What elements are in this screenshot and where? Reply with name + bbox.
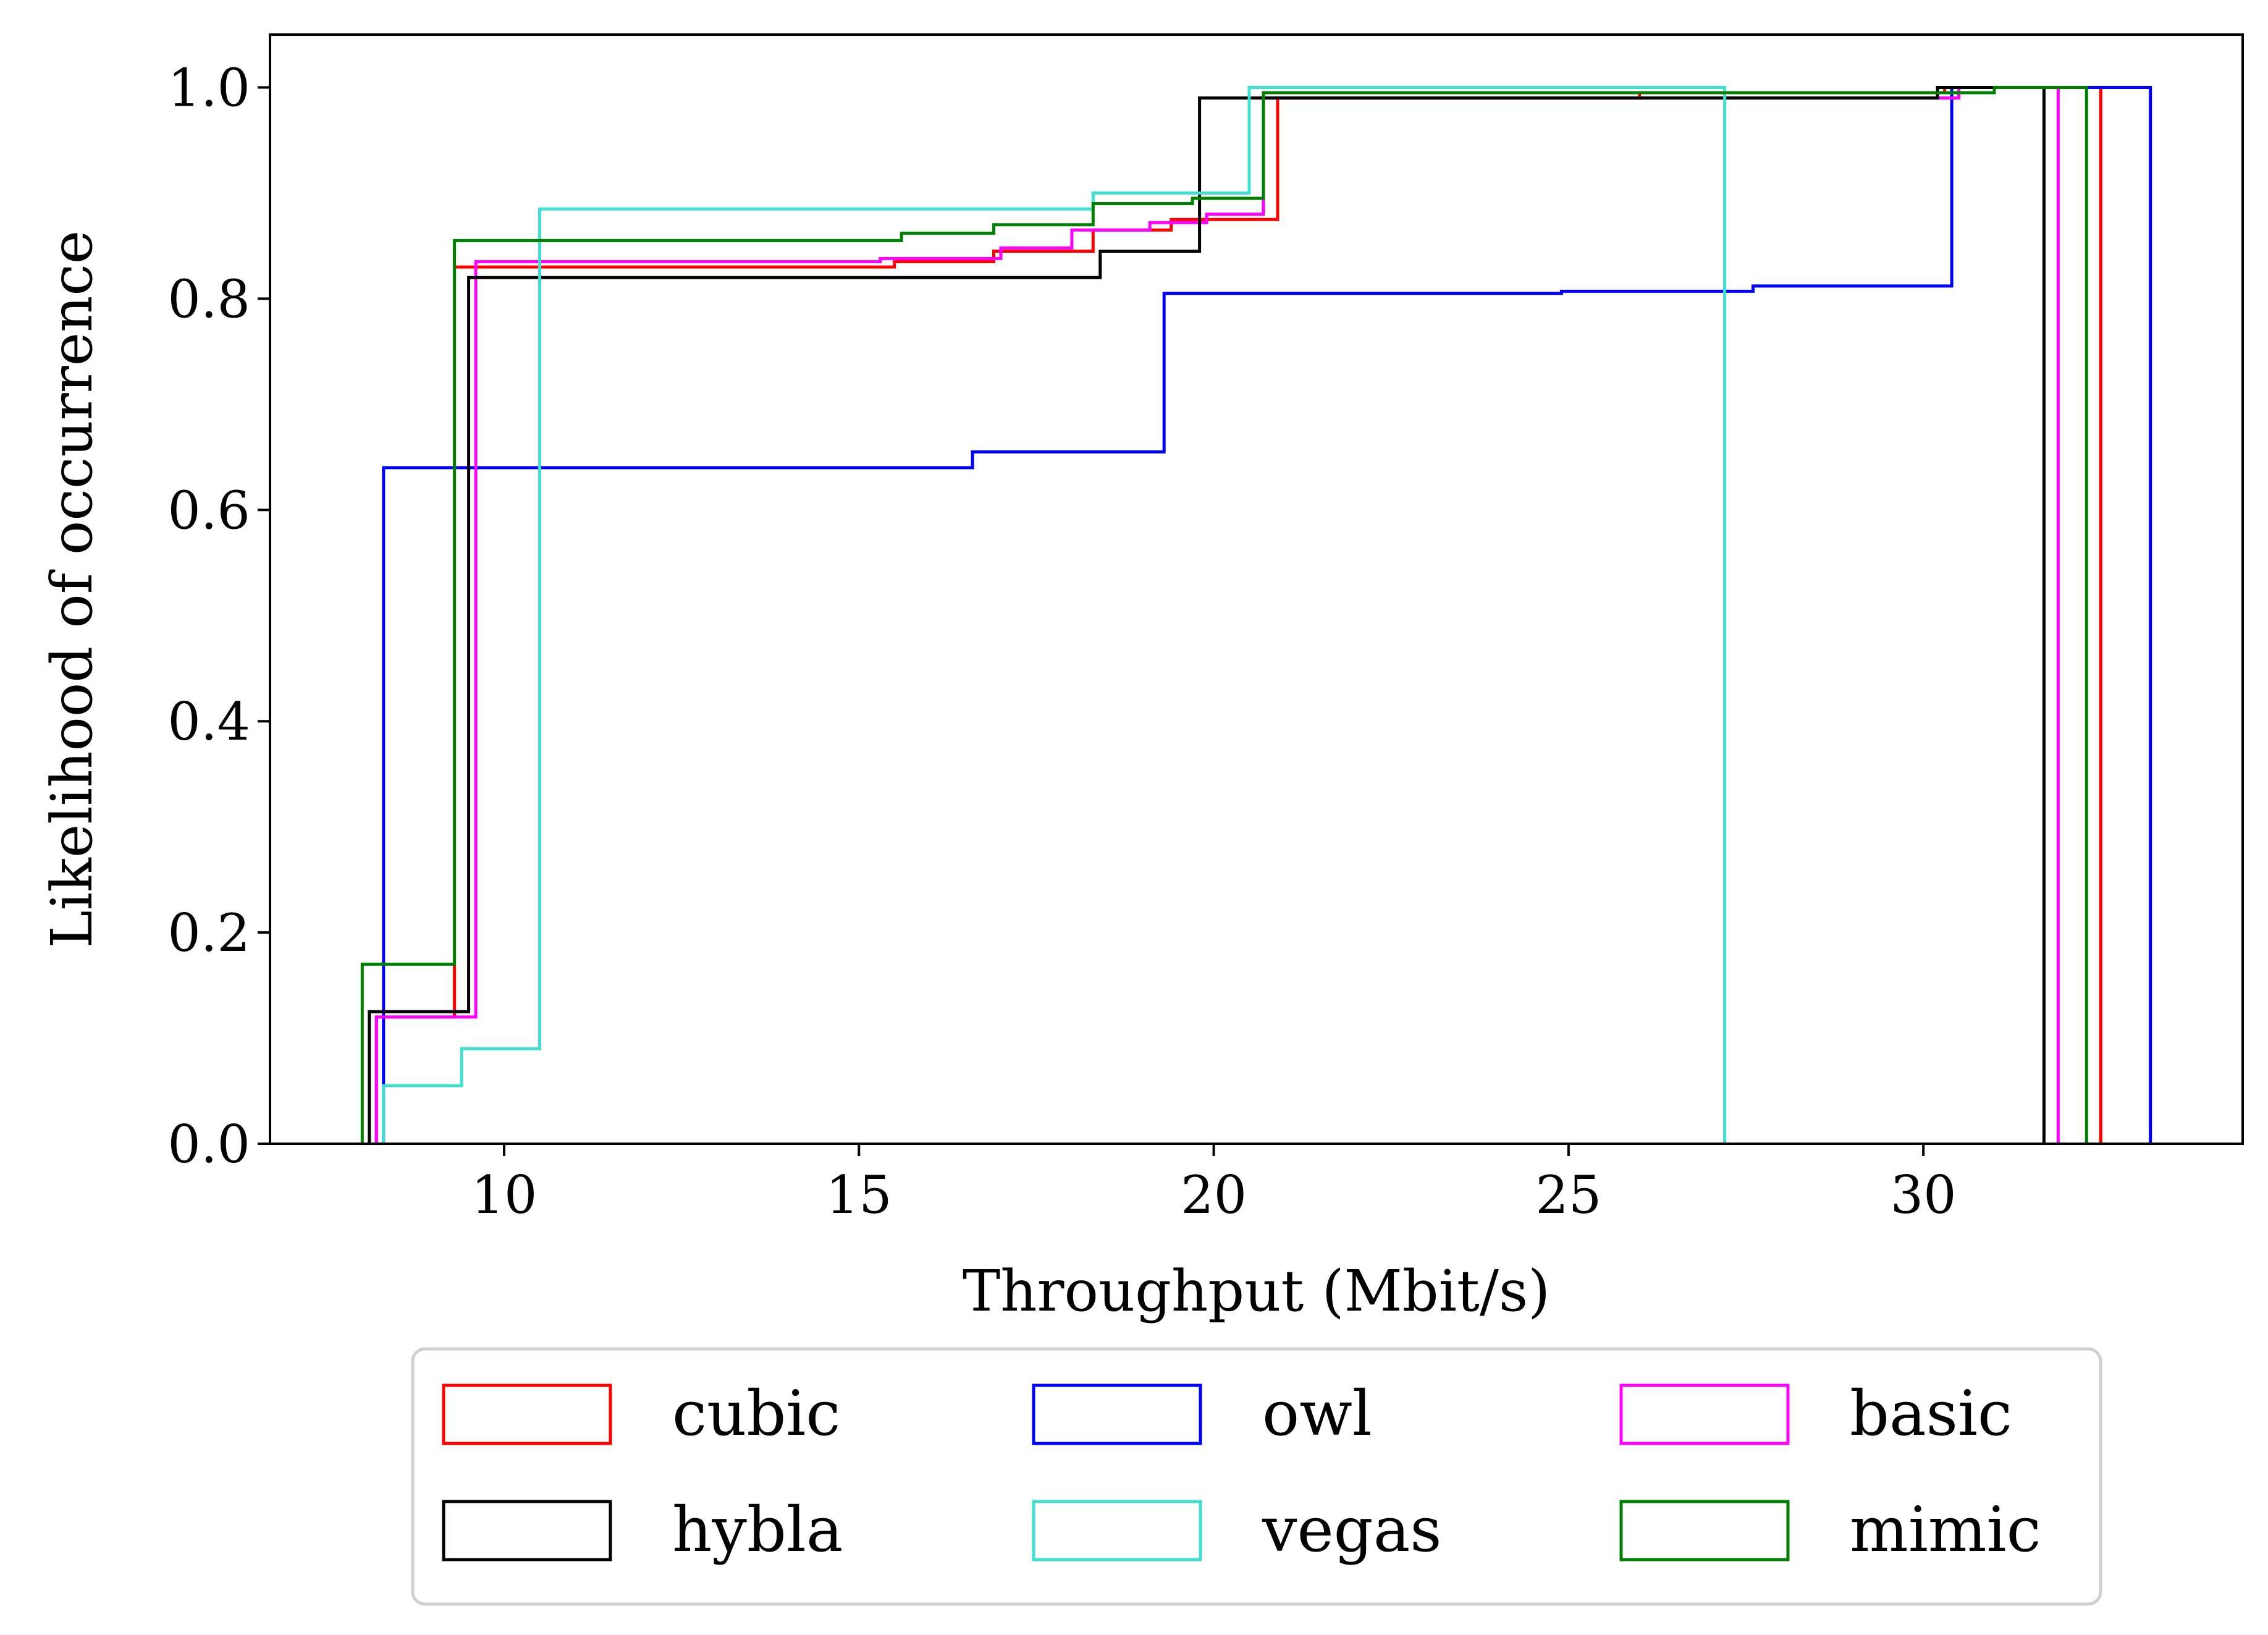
x-axis-title: Throughput (Mbit/s)	[963, 1258, 1550, 1324]
legend-label-mimic: mimic	[1850, 1493, 2041, 1566]
legend: cubic owl basic hybla vegas mimic	[411, 1347, 2102, 1606]
legend-label-hybla: hybla	[672, 1493, 843, 1566]
x-tick-label: 10	[471, 1165, 537, 1225]
legend-swatch-vegas	[1032, 1500, 1202, 1561]
y-tick-label: 0.8	[167, 269, 250, 329]
series-vegas-line	[382, 86, 1727, 1144]
x-axis: 10 15 20 25 30	[471, 1144, 1957, 1225]
series-basic-line	[374, 86, 2060, 1144]
legend-label-basic: basic	[1850, 1377, 2012, 1450]
series-cubic-line	[374, 86, 2102, 1144]
legend-swatch-owl	[1032, 1384, 1202, 1445]
legend-swatch-basic	[1619, 1384, 1790, 1445]
y-tick-label: 0.4	[167, 691, 250, 752]
legend-label-vegas: vegas	[1262, 1493, 1442, 1566]
legend-swatch-mimic	[1619, 1500, 1790, 1561]
legend-label-owl: owl	[1262, 1377, 1372, 1450]
series-layer	[360, 86, 2152, 1144]
y-axis: 0.0 0.2 0.4 0.6 0.8 1.0	[167, 57, 270, 1175]
x-tick-label: 15	[826, 1165, 892, 1225]
legend-frame	[411, 1347, 2102, 1606]
y-tick-label: 0.2	[167, 903, 250, 963]
x-tick-label: 30	[1891, 1165, 1957, 1225]
y-tick-label: 1.0	[167, 57, 250, 118]
legend-label-cubic: cubic	[672, 1377, 840, 1450]
x-tick-label: 20	[1181, 1165, 1247, 1225]
series-hybla-line	[368, 86, 2046, 1144]
plot-frame	[269, 33, 2244, 1145]
y-tick-label: 0.6	[167, 480, 250, 541]
legend-swatch-hybla	[442, 1500, 612, 1561]
y-tick-label: 0.0	[167, 1114, 250, 1175]
legend-swatch-cubic	[442, 1384, 612, 1445]
series-owl-line	[382, 86, 2152, 1144]
x-tick-label: 25	[1535, 1165, 1601, 1225]
y-axis-title: Likelihood of occurrence	[39, 230, 105, 948]
series-mimic-line	[360, 86, 2088, 1144]
